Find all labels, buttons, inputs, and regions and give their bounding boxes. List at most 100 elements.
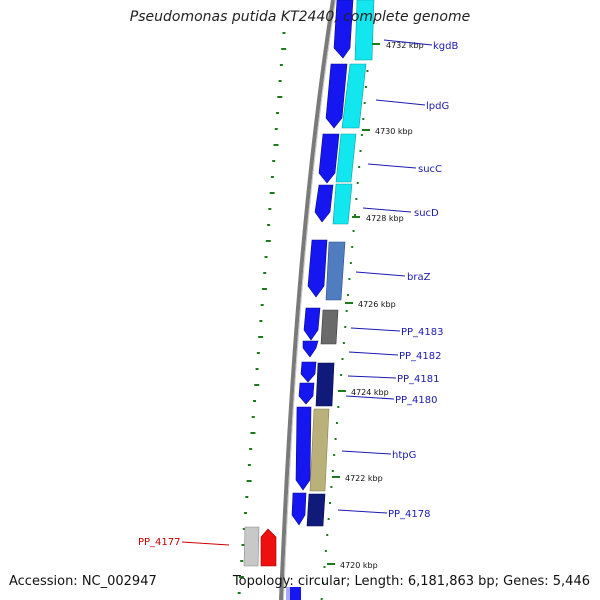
gc-tick <box>348 278 351 280</box>
gc-tick <box>264 256 268 258</box>
gene-PP_4183-module[interactable] <box>320 309 339 345</box>
gc-tick <box>363 102 366 104</box>
gene-sucC-arrow[interactable] <box>318 133 340 184</box>
gc-tick <box>273 144 279 146</box>
gc-tick <box>253 400 256 402</box>
gc-tick <box>267 224 271 226</box>
gc-tick <box>365 86 368 88</box>
gc-tick <box>238 576 244 578</box>
gene-PP_4177-arrow[interactable] <box>260 528 277 567</box>
gene-braZ-module[interactable] <box>325 241 346 301</box>
genome-backbone <box>279 0 335 600</box>
gc-tick <box>342 342 345 344</box>
gene-PP_4178-arrow[interactable] <box>291 492 307 526</box>
kbp-label: 4720 kbp <box>340 561 378 570</box>
gene-PP_4182-arrow[interactable] <box>302 340 319 358</box>
kbp-label: 4730 kbp <box>375 127 413 136</box>
gene-PP_4180-arrow[interactable] <box>298 382 315 405</box>
gene-lpdG-module[interactable] <box>341 63 367 129</box>
kbp-label: 4722 kbp <box>345 474 383 483</box>
gc-tick <box>251 416 255 418</box>
gc-tick <box>261 288 267 290</box>
gc-tick <box>324 550 327 552</box>
gene-PP_4183-arrow[interactable] <box>303 307 321 341</box>
kbp-label: 4724 kbp <box>351 388 389 397</box>
gc-tick <box>330 486 333 488</box>
gene-label-PP_4180[interactable]: PP_4180 <box>395 395 438 406</box>
gc-tick <box>331 470 334 472</box>
accession-text: Accession: NC_002947 <box>9 574 157 589</box>
kbp-label: 4728 kbp <box>366 214 404 223</box>
gc-tick <box>256 352 260 354</box>
gene-htpG-arrow[interactable] <box>295 406 312 491</box>
gene-bottom-partial[interactable] <box>287 587 301 600</box>
gc-tick <box>279 64 283 66</box>
gc-tick <box>263 272 267 274</box>
kbp-label: 4732 kbp <box>386 41 424 50</box>
gc-tick <box>333 454 336 456</box>
gc-tick <box>341 358 344 360</box>
gc-tick <box>240 560 244 562</box>
gc-tick <box>356 182 359 184</box>
gene-label-PP_4181[interactable]: PP_4181 <box>397 374 440 385</box>
map-title: Pseudomonas putida KT2440, complete geno… <box>129 9 471 25</box>
gene-sucD-module[interactable] <box>332 183 353 225</box>
gc-tick <box>270 176 274 178</box>
gene-label-leader <box>181 541 230 546</box>
gene-kgdB-module[interactable] <box>354 0 375 61</box>
gc-tick <box>276 112 280 114</box>
gc-tick <box>353 214 356 216</box>
gc-tick <box>345 310 348 312</box>
gc-tick <box>282 32 286 34</box>
gene-label-lpdG[interactable]: lpdG <box>426 101 449 112</box>
gc-tick <box>278 80 282 82</box>
gc-tick <box>245 496 249 498</box>
gc-tick <box>259 320 263 322</box>
gene-label-htpG[interactable]: htpG <box>392 450 416 461</box>
gene-label-leader <box>383 39 433 46</box>
gc-tick <box>349 262 352 264</box>
gene-label-sucC[interactable]: sucC <box>418 164 442 175</box>
gc-tick <box>359 150 362 152</box>
gene-label-PP_4177[interactable]: PP_4177 <box>138 537 181 548</box>
gc-tick <box>272 160 276 162</box>
gene-sucC-module[interactable] <box>335 133 357 183</box>
gene-PP_4181-module[interactable] <box>315 362 335 407</box>
gene-label-braZ[interactable]: braZ <box>407 272 431 283</box>
gene-label-leader <box>348 351 399 356</box>
gene-label-leader <box>367 163 417 169</box>
gene-label-PP_4183[interactable]: PP_4183 <box>401 327 444 338</box>
gene-grey-reverse[interactable] <box>243 526 260 567</box>
gc-tick <box>362 118 365 120</box>
gene-PP_4178-module[interactable] <box>306 493 326 527</box>
gc-tick <box>340 374 343 376</box>
gene-lpdG-arrow[interactable] <box>325 63 348 129</box>
gc-tick <box>360 134 363 136</box>
gene-label-leader <box>362 207 412 213</box>
gc-tick <box>254 384 260 386</box>
gene-htpG-module[interactable] <box>309 408 330 492</box>
gc-tick <box>351 246 354 248</box>
gc-tick <box>327 518 330 520</box>
gene-PP_4181-arrow[interactable] <box>300 361 317 383</box>
gene-kgdB-arrow[interactable] <box>333 0 354 59</box>
gc-tick <box>355 198 358 200</box>
gene-braZ-arrow[interactable] <box>307 239 328 298</box>
forward-cds-track <box>286 0 354 600</box>
gc-tick <box>320 598 323 600</box>
gc-tick <box>250 432 256 434</box>
gc-tick <box>269 192 275 194</box>
reverse-cds-track <box>243 526 277 567</box>
gene-label-leader <box>350 327 401 332</box>
gene-bottom-partial-light <box>286 587 290 600</box>
gc-tick <box>258 336 264 338</box>
gene-label-PP_4182[interactable]: PP_4182 <box>399 351 442 362</box>
gene-label-sucD[interactable]: sucD <box>414 208 439 219</box>
gene-label-PP_4178[interactable]: PP_4178 <box>388 509 431 520</box>
kbp-ticks: 4732 kbp 4730 kbp 4728 kbp 4726 kbp 4724 kbp… <box>327 41 424 570</box>
gene-sucD-arrow[interactable] <box>314 184 334 223</box>
module-track <box>306 0 375 527</box>
gc-tick <box>322 582 325 584</box>
gene-label-kgdB[interactable]: kgdB <box>433 41 458 52</box>
